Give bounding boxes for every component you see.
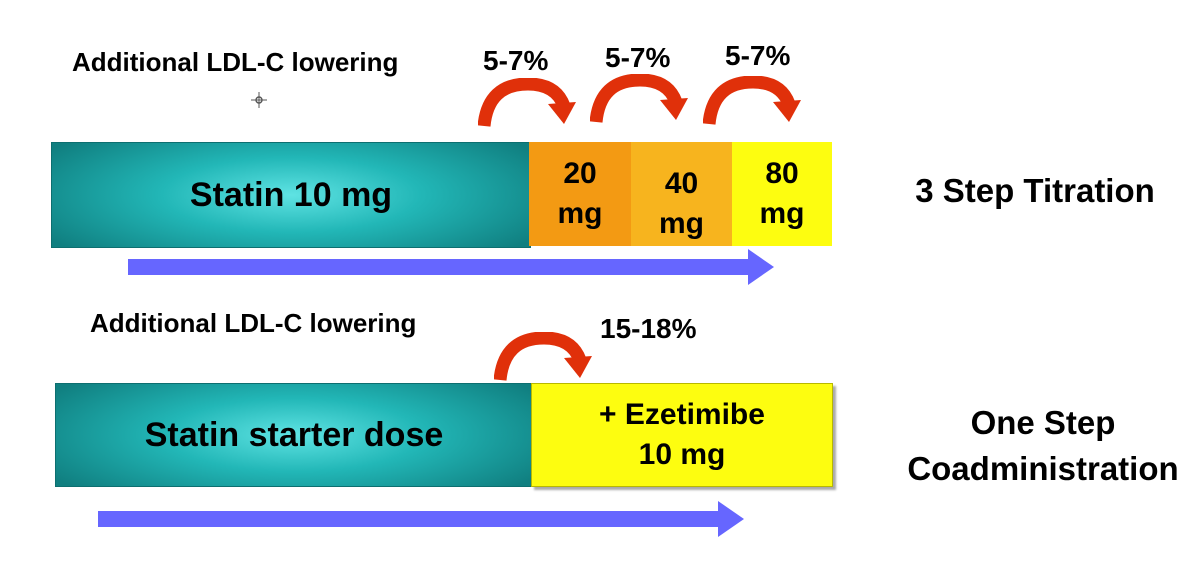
statin-10mg-bar: Statin 10 mg bbox=[51, 142, 531, 248]
dose-unit: mg bbox=[759, 197, 805, 230]
ezetimibe-line2: 10 mg bbox=[638, 438, 726, 471]
ezetimibe-line1: + Ezetimibe bbox=[599, 398, 765, 431]
right-arrow-icon bbox=[128, 249, 774, 285]
three-step-titration-label: 3 Step Titration bbox=[915, 172, 1155, 209]
bottom-increment: 15-18% bbox=[600, 313, 697, 344]
dose-value: 20 bbox=[563, 157, 597, 190]
top-increment-3: 5-7% bbox=[725, 40, 791, 71]
curved-arrow-icon bbox=[478, 78, 576, 127]
dose-unit: mg bbox=[659, 207, 704, 240]
top-increment-1: 5-7% bbox=[483, 45, 549, 76]
dose-value: 80 bbox=[765, 157, 799, 190]
ezetimibe-box: + Ezetimibe 10 mg bbox=[531, 383, 833, 487]
statin-starter-dose-bar: Statin starter dose bbox=[55, 383, 533, 487]
dose-box-40mg: 40 mg bbox=[631, 142, 732, 246]
curved-arrow-icon bbox=[494, 332, 592, 381]
bottom-additional-label: Additional LDL-C lowering bbox=[90, 308, 417, 338]
curved-arrow-icon bbox=[590, 74, 688, 123]
curved-arrow-icon bbox=[703, 76, 801, 125]
one-step-coadministration-label: One Step Coadministration bbox=[888, 400, 1198, 492]
dose-unit: mg bbox=[557, 197, 603, 230]
dose-box-20mg: 20 mg bbox=[529, 142, 631, 246]
side-label-line1: One Step bbox=[970, 404, 1116, 441]
top-additional-label: Additional LDL-C lowering bbox=[72, 47, 399, 77]
move-cursor-icon bbox=[251, 92, 267, 108]
dose-value: 40 bbox=[664, 167, 699, 200]
dose-box-80mg: 80 mg bbox=[732, 142, 832, 246]
side-label-line2: Coadministration bbox=[907, 450, 1179, 487]
top-increment-2: 5-7% bbox=[605, 42, 671, 73]
right-arrow-icon bbox=[98, 501, 744, 537]
